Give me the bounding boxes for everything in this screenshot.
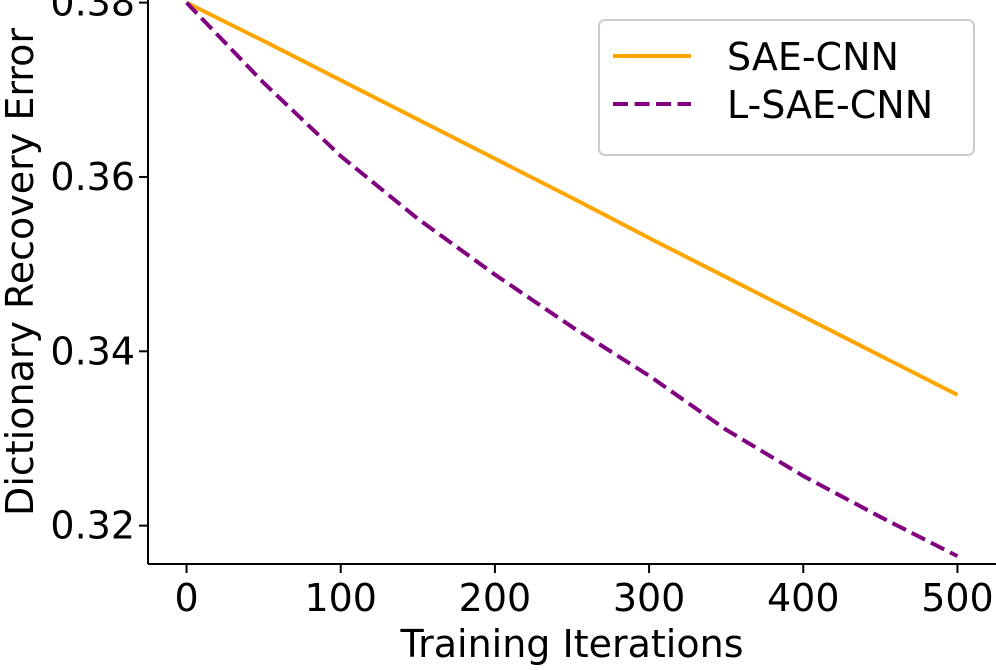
legend-frame xyxy=(598,19,975,156)
legend-label-l-sae-cnn: L-SAE-CNN xyxy=(727,83,933,127)
y-tick-label: 0.38 xyxy=(50,0,135,25)
y-tick-label: 0.36 xyxy=(50,155,135,199)
series-line-l-sae-cnn xyxy=(185,1,959,558)
x-tick-label: 500 xyxy=(921,576,994,620)
x-tick-label: 300 xyxy=(613,576,686,620)
y-tick-label: 0.32 xyxy=(50,504,135,548)
x-tick-label: 100 xyxy=(304,576,377,620)
x-tick-label: 400 xyxy=(767,576,840,620)
y-tick-label: 0.34 xyxy=(50,329,135,373)
y-axis-title: Dictionary Recovery Error xyxy=(0,28,42,516)
series-line-sae-cnn xyxy=(185,0,959,397)
x-tick-label: 0 xyxy=(174,576,198,620)
x-axis-title: Training Iterations xyxy=(399,622,743,666)
x-tick-label: 200 xyxy=(459,576,532,620)
legend-label-sae-cnn: SAE-CNN xyxy=(727,35,899,79)
series-layer xyxy=(185,0,959,558)
